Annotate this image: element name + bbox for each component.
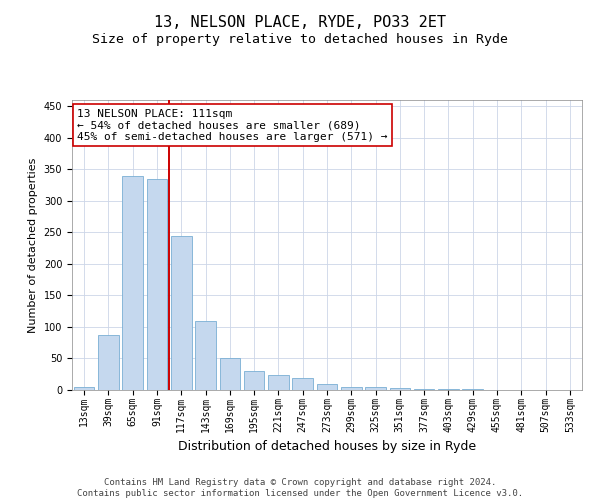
Bar <box>171 236 191 390</box>
Text: Size of property relative to detached houses in Ryde: Size of property relative to detached ho… <box>92 32 508 46</box>
Bar <box>414 388 434 390</box>
Text: 13 NELSON PLACE: 111sqm
← 54% of detached houses are smaller (689)
45% of semi-d: 13 NELSON PLACE: 111sqm ← 54% of detache… <box>77 108 388 142</box>
Bar <box>195 320 216 390</box>
Bar <box>268 375 289 390</box>
Text: 13, NELSON PLACE, RYDE, PO33 2ET: 13, NELSON PLACE, RYDE, PO33 2ET <box>154 15 446 30</box>
Bar <box>220 358 240 390</box>
Bar <box>146 179 167 390</box>
Y-axis label: Number of detached properties: Number of detached properties <box>28 158 38 332</box>
Bar <box>98 334 119 390</box>
Bar <box>341 387 362 390</box>
Bar <box>292 378 313 390</box>
Bar <box>244 371 265 390</box>
Bar <box>317 384 337 390</box>
X-axis label: Distribution of detached houses by size in Ryde: Distribution of detached houses by size … <box>178 440 476 453</box>
Text: Contains HM Land Registry data © Crown copyright and database right 2024.
Contai: Contains HM Land Registry data © Crown c… <box>77 478 523 498</box>
Bar <box>74 387 94 390</box>
Bar <box>365 388 386 390</box>
Bar <box>389 388 410 390</box>
Bar <box>122 176 143 390</box>
